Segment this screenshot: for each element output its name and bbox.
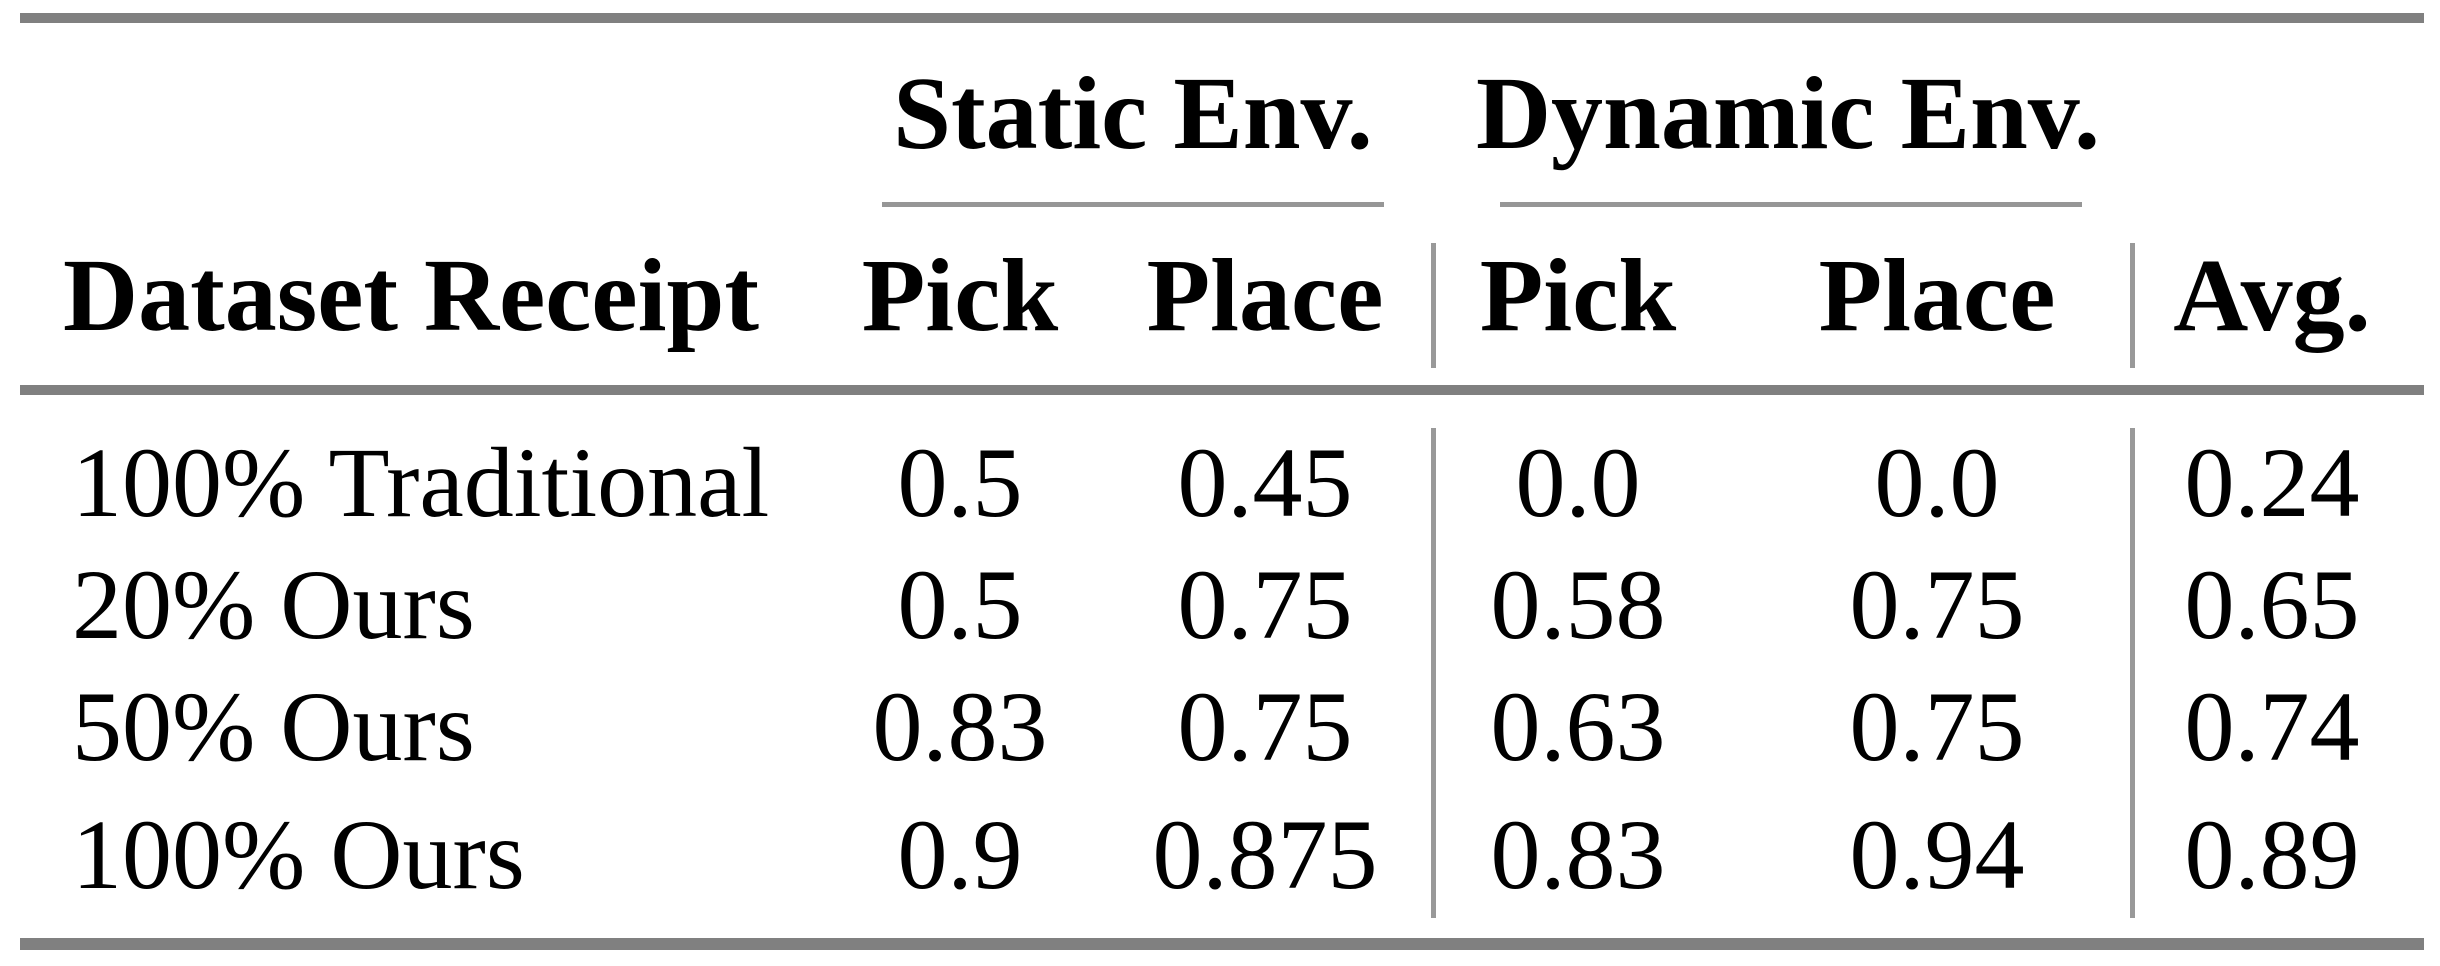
column-separator-header-1 xyxy=(1431,243,1436,368)
cell-avg: 0.65 xyxy=(2184,549,2360,660)
cell-dynamic-place: 0.75 xyxy=(1849,671,2025,782)
column-header-dynamic-pick: Pick xyxy=(1479,238,1677,353)
top-rule xyxy=(20,13,2424,23)
cell-dynamic-pick: 0.83 xyxy=(1490,799,1666,910)
column-header-static-pick: Pick xyxy=(861,238,1059,353)
header-separator-rule xyxy=(20,385,2424,395)
row-label: 50% Ours xyxy=(72,671,475,782)
column-header-dynamic-place: Place xyxy=(1818,238,2056,353)
cell-static-pick: 0.5 xyxy=(897,549,1023,660)
cell-static-pick: 0.9 xyxy=(897,799,1023,910)
column-separator-header-2 xyxy=(2130,243,2135,368)
column-group-dynamic-env: Dynamic Env. xyxy=(1475,56,2101,171)
cell-avg: 0.74 xyxy=(2184,671,2360,782)
table-row: 100% Traditional 0.5 0.45 0.0 0.0 0.24 xyxy=(0,421,2440,545)
row-label: 100% Traditional xyxy=(72,427,770,538)
table-row: 100% Ours 0.9 0.875 0.83 0.94 0.89 xyxy=(0,793,2440,917)
cell-avg: 0.24 xyxy=(2184,427,2360,538)
cell-dynamic-place: 0.94 xyxy=(1849,799,2025,910)
table-row: 50% Ours 0.83 0.75 0.63 0.75 0.74 xyxy=(0,665,2440,789)
row-label: 100% Ours xyxy=(72,799,525,910)
cmidrule-static-env xyxy=(882,202,1384,207)
table-row: 20% Ours 0.5 0.75 0.58 0.75 0.65 xyxy=(0,543,2440,667)
cell-static-place: 0.45 xyxy=(1177,427,1353,538)
cell-static-pick: 0.83 xyxy=(872,671,1048,782)
row-label: 20% Ours xyxy=(72,549,475,660)
cell-avg: 0.89 xyxy=(2184,799,2360,910)
column-header-dataset-receipt: Dataset Receipt xyxy=(63,238,759,353)
cell-static-place: 0.75 xyxy=(1177,549,1353,660)
cell-static-place: 0.75 xyxy=(1177,671,1353,782)
cell-dynamic-pick: 0.58 xyxy=(1490,549,1666,660)
cell-dynamic-place: 0.0 xyxy=(1874,427,2000,538)
column-header-static-place: Place xyxy=(1146,238,1384,353)
bottom-rule xyxy=(20,938,2424,950)
cell-dynamic-pick: 0.0 xyxy=(1515,427,1641,538)
column-header-avg: Avg. xyxy=(2173,238,2371,353)
cell-dynamic-place: 0.75 xyxy=(1849,549,2025,660)
column-group-static-env: Static Env. xyxy=(893,56,1373,171)
column-separator-body-1 xyxy=(1431,428,1436,918)
cell-static-place: 0.875 xyxy=(1152,799,1378,910)
cmidrule-dynamic-env xyxy=(1500,202,2082,207)
cell-dynamic-pick: 0.63 xyxy=(1490,671,1666,782)
column-separator-body-2 xyxy=(2130,428,2135,918)
cell-static-pick: 0.5 xyxy=(897,427,1023,538)
